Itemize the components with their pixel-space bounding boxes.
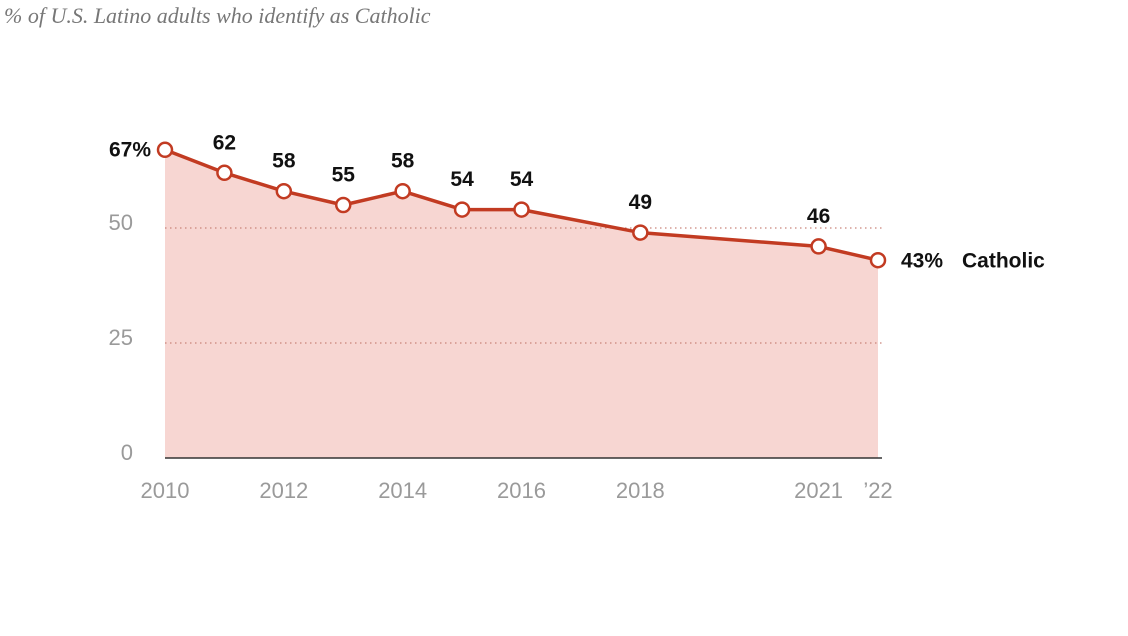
y-tick-label: 25 (109, 325, 133, 350)
data-label: 49 (629, 191, 652, 214)
line (164, 148, 879, 262)
marker (275, 182, 293, 200)
x-tick-label: ’22 (863, 478, 892, 503)
marker (869, 251, 887, 269)
data-label: 43% (901, 250, 943, 273)
y-tick-label: 50 (109, 210, 133, 235)
data-label: 55 (332, 164, 356, 187)
x-tick-label: 2010 (141, 478, 190, 503)
data-label: 58 (391, 150, 415, 173)
marker (810, 238, 827, 255)
x-tick-label: 2018 (616, 478, 665, 503)
x-tick-label: 2016 (497, 478, 546, 503)
y-tick-label: 0 (121, 440, 133, 465)
marker (632, 224, 649, 241)
series-label: Catholic (962, 250, 1045, 273)
data-label: 58 (272, 150, 296, 173)
x-tick-label: 2012 (259, 478, 308, 503)
data-label: 46 (807, 205, 830, 228)
data-label: 54 (510, 168, 534, 191)
marker (156, 141, 174, 159)
marker (453, 201, 471, 218)
data-label: 67% (109, 138, 151, 161)
marker (216, 164, 233, 182)
marker (513, 201, 530, 218)
marker (394, 182, 411, 200)
marker (335, 196, 352, 214)
chart-title: % of U.S. Latino adults who identify as … (4, 3, 431, 28)
x-tick-label: 2014 (378, 478, 427, 503)
x-tick-label: 2021 (794, 478, 843, 503)
data-label: 54 (450, 168, 474, 191)
data-label: 62 (213, 131, 236, 154)
area (165, 149, 878, 459)
